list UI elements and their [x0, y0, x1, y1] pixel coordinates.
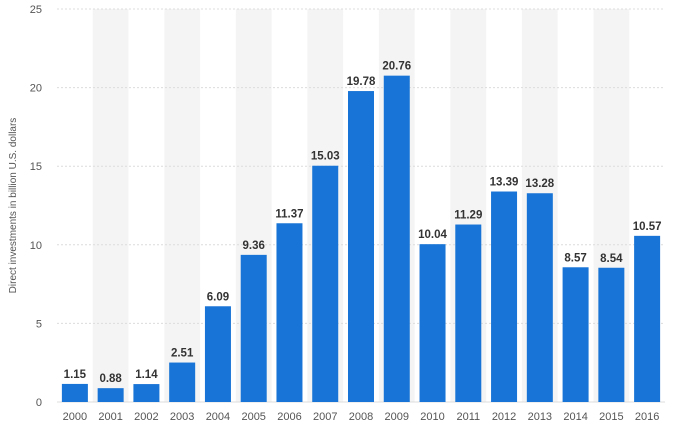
y-tick-label: 5 — [36, 318, 42, 330]
data-label-2016: 10.57 — [633, 221, 662, 233]
data-label-2005: 9.36 — [243, 240, 265, 252]
data-label-2014: 8.57 — [564, 252, 586, 264]
x-tick-label: 2010 — [420, 411, 444, 423]
bar-2001 — [97, 388, 124, 402]
data-label-2006: 11.37 — [275, 208, 303, 220]
bar-2011 — [455, 224, 482, 402]
data-label-2003: 2.51 — [171, 348, 194, 360]
x-tick-label: 2002 — [134, 411, 158, 423]
data-label-2000: 1.15 — [64, 369, 87, 381]
y-tick-label: 25 — [30, 4, 42, 16]
data-label-2001: 0.88 — [99, 373, 122, 385]
x-tick-label: 2008 — [349, 411, 373, 423]
y-tick-label: 15 — [30, 161, 42, 173]
data-label-2008: 19.78 — [347, 76, 376, 88]
band-2003 — [164, 9, 201, 402]
bar-2016 — [634, 235, 661, 402]
bar-2004 — [204, 306, 231, 402]
data-label-2009: 20.76 — [382, 61, 411, 73]
bar-2000 — [61, 383, 88, 402]
x-tick-label: 2005 — [241, 411, 265, 423]
bar-2008 — [348, 91, 374, 402]
bar-2005 — [240, 254, 267, 402]
bar-2002 — [133, 384, 160, 402]
x-tick-label: 2014 — [563, 411, 587, 423]
bar-2003 — [169, 362, 196, 402]
data-label-2007: 15.03 — [311, 151, 340, 163]
y-axis-ticks: 0 5 10 15 20 25 — [30, 4, 42, 409]
bar-2006 — [276, 223, 303, 402]
bar-2014 — [562, 267, 589, 402]
data-label-2004: 6.09 — [207, 291, 229, 303]
x-tick-label: 2012 — [492, 411, 516, 423]
x-axis-ticks: 2000 2001 2002 2003 2004 2005 2006 2007 2008 2009… — [63, 411, 660, 423]
bar-2015 — [598, 267, 625, 402]
band-2001 — [92, 9, 129, 402]
data-label-2011: 11.29 — [454, 210, 482, 222]
bar-2007 — [312, 165, 339, 402]
x-tick-label: 2009 — [385, 411, 409, 423]
x-tick-label: 2015 — [599, 411, 623, 423]
bar-2012 — [491, 191, 518, 402]
x-tick-label: 2004 — [206, 411, 230, 423]
x-tick-label: 2003 — [170, 411, 194, 423]
data-label-2002: 1.14 — [135, 369, 158, 381]
data-label-2013: 13.28 — [525, 178, 554, 190]
bar-2010 — [419, 244, 446, 402]
x-tick-label: 2007 — [313, 411, 337, 423]
data-label-2015: 8.54 — [600, 253, 623, 265]
x-tick-label: 2001 — [98, 411, 122, 423]
bar-2013 — [526, 193, 553, 402]
bars — [61, 75, 661, 402]
y-axis-title: Direct investments in billion U.S. dolla… — [8, 118, 19, 294]
x-tick-label: 2000 — [63, 411, 87, 423]
x-tick-label: 2011 — [456, 411, 480, 423]
data-label-2010: 10.04 — [418, 229, 447, 241]
y-tick-label: 0 — [36, 397, 42, 409]
data-labels: 1.15 0.88 1.14 2.51 6.09 9.36 11.37 15.03 19.78 2… — [64, 61, 662, 386]
x-tick-label: 2016 — [635, 411, 659, 423]
bar-2009 — [383, 75, 410, 402]
y-tick-label: 10 — [30, 240, 42, 252]
x-tick-label: 2013 — [528, 411, 552, 423]
x-tick-label: 2006 — [277, 411, 301, 423]
y-tick-label: 20 — [30, 83, 42, 95]
data-label-2012: 13.39 — [490, 177, 519, 189]
